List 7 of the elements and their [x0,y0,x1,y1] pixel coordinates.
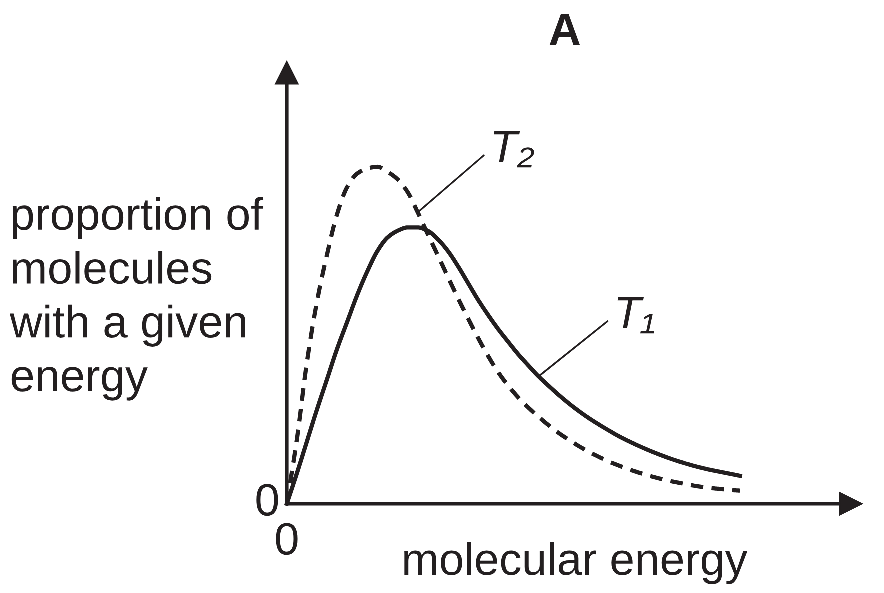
text: 0 [276,523,298,556]
series-label: T₂ [494,131,534,168]
text: 0 [256,484,278,516]
x-axis-title: molecular energy [404,542,748,584]
y-axis-title: proportion of molecules with a given energy [10,197,264,401]
chart-title: A [550,14,580,46]
series-label: T₁ [618,297,655,334]
